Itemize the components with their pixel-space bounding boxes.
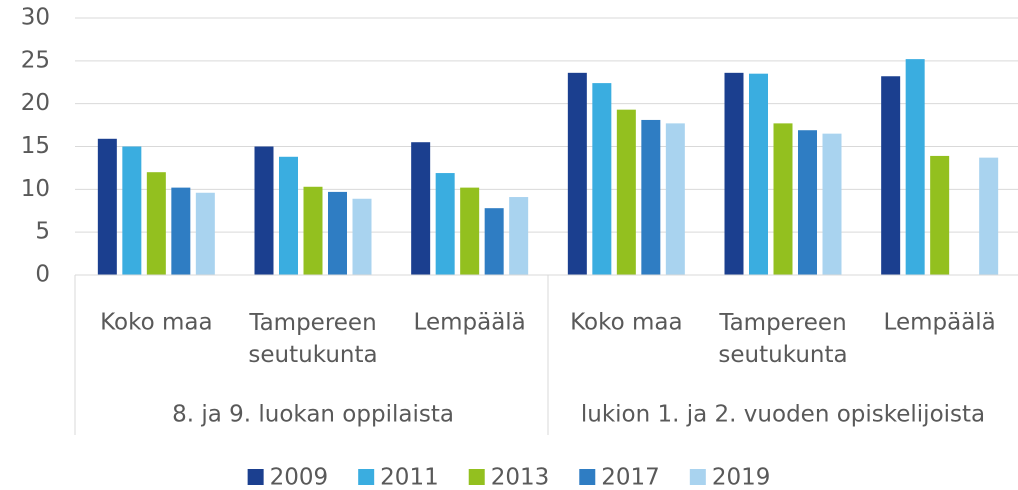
bar [749, 73, 768, 275]
bar [303, 186, 323, 275]
bar [567, 72, 587, 276]
bar [411, 142, 431, 275]
x-tick-label: Lempäälä [414, 310, 526, 336]
y-tick-label: 5 [35, 219, 50, 245]
legend-swatch [579, 469, 596, 485]
y-tick-label: 15 [21, 133, 50, 159]
x-tick-label: Lempäälä [884, 310, 996, 336]
x-tick-label: Tampereen seutukunta [718, 310, 847, 368]
bar [773, 123, 793, 276]
bar [822, 133, 842, 275]
bar [460, 187, 480, 275]
group-label: 8. ja 9. luokan oppilaista [172, 402, 454, 428]
bar [905, 59, 925, 276]
legend-label: 2017 [601, 465, 660, 490]
x-tick-label: Tampereen seutukunta [248, 310, 377, 368]
group-label: lukion 1. ja 2. vuoden opiskelijoista [581, 402, 985, 428]
legend-label: 2019 [712, 465, 771, 490]
legend-label: 2011 [380, 465, 439, 490]
legend-swatch [689, 469, 706, 485]
bar [328, 191, 347, 275]
bar [122, 146, 142, 275]
bar [195, 192, 215, 275]
y-tick-label: 20 [21, 90, 50, 116]
legend-label: 2013 [491, 465, 550, 490]
x-tick-label: Koko maa [570, 310, 682, 336]
bar [254, 146, 274, 275]
bar [146, 172, 166, 275]
bar [279, 156, 298, 275]
bar [509, 197, 529, 275]
y-tick-label: 25 [21, 47, 50, 73]
y-tick-label: 30 [21, 5, 50, 31]
bar [435, 173, 455, 275]
bar [97, 138, 117, 275]
bar [352, 198, 372, 275]
legend-label: 2009 [270, 465, 329, 490]
x-tick-label: Koko maa [100, 310, 212, 336]
bar [484, 208, 504, 275]
bar [665, 123, 685, 276]
bar [171, 187, 191, 275]
bar [979, 157, 999, 275]
bar [616, 109, 636, 275]
legend-swatch [358, 469, 375, 485]
bar [592, 83, 612, 276]
bar [724, 72, 744, 276]
legend-swatch [468, 469, 485, 485]
y-tick-label: 0 [35, 262, 50, 288]
bar [798, 130, 817, 275]
bar [881, 76, 901, 276]
y-tick-label: 10 [21, 176, 50, 202]
bar [641, 119, 661, 276]
bar [930, 155, 950, 275]
legend-swatch [247, 469, 264, 485]
